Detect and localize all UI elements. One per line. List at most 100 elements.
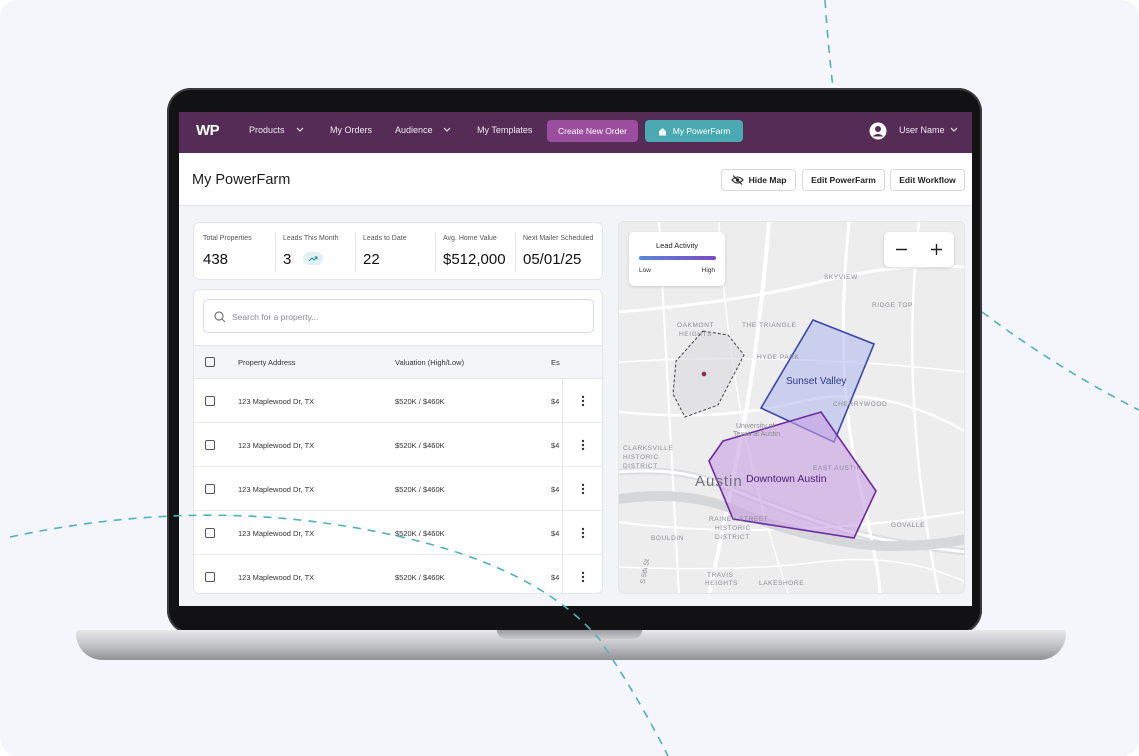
table-row: 123 Maplewood Dr, TX $520K / $460K $4 <box>194 511 602 555</box>
user-icon[interactable] <box>869 122 887 140</box>
row-checkbox[interactable] <box>205 440 215 450</box>
kebab-icon <box>581 483 585 495</box>
map-label: TRAVIS <box>707 572 734 579</box>
search-box[interactable]: Search for a property... <box>203 299 594 333</box>
map-label: HISTORIC <box>715 525 751 532</box>
chevron-icon <box>296 127 304 132</box>
table-cell: 123 Maplewood Dr, TX <box>238 441 315 450</box>
trend-icon <box>308 256 318 262</box>
user-name[interactable]: User Name <box>899 125 945 135</box>
map-label: HEIGHTS <box>679 331 713 338</box>
river <box>619 491 964 552</box>
table-row: 123 Maplewood Dr, TX $520K / $460K $4 <box>194 555 602 593</box>
farm-button[interactable]: My PowerFarm <box>645 120 743 142</box>
kebab-icon <box>581 439 585 451</box>
map-label: HYDE PARK <box>757 354 800 361</box>
home-icon <box>658 127 666 135</box>
select-all-checkbox[interactable] <box>205 357 215 367</box>
map-pin[interactable] <box>701 371 707 377</box>
map-labels: SKYVIEW RIDGE TOP OAKMONT HEIGHTS THE TRIANG… <box>619 222 964 593</box>
map-label: SKYVIEW <box>824 274 858 281</box>
table-cell: $520K / $460K <box>395 397 445 406</box>
map-label: OAKMONT <box>677 322 715 329</box>
create-order-button[interactable]: Create New Order <box>547 120 638 142</box>
map-label: CLARKSVILLE <box>623 445 674 452</box>
legend: Lead Activity Low High <box>629 232 725 286</box>
table-cell: $520K / $460K <box>395 573 445 582</box>
map-label: University of <box>736 423 775 430</box>
edit-farm-button[interactable]: Edit PowerFarm <box>802 169 885 191</box>
nav-item[interactable]: My Templates <box>477 125 533 135</box>
map-label: EAST AUSTIN <box>813 465 862 472</box>
nav-item[interactable]: Products <box>249 125 285 135</box>
legend-low: Low <box>639 267 651 274</box>
row-menu[interactable] <box>579 438 587 452</box>
button-label: Edit Workflow <box>899 175 956 185</box>
row-menu[interactable] <box>579 482 587 496</box>
column-divider <box>562 379 563 593</box>
kebab-icon <box>581 527 585 539</box>
column-header: Property Address <box>238 358 296 367</box>
row-checkbox[interactable] <box>205 572 215 582</box>
stat-value: $512,000 <box>443 251 506 268</box>
screen: WP Products My Orders Audience My Templa… <box>179 112 972 606</box>
table-cell: 123 Maplewood Dr, TX <box>238 573 315 582</box>
table-row: 123 Maplewood Dr, TX $520K / $460K $4 <box>194 423 602 467</box>
map: Lead Activity Low High SKYVIEW RIDGE TOP O… <box>618 221 965 594</box>
search-icon <box>214 311 226 323</box>
stat-divider <box>275 233 276 271</box>
map-label: RAINEY STREET <box>709 516 769 523</box>
table-header: Property Address Valuation (High/Low) Es <box>194 345 602 379</box>
zoom-out[interactable] <box>896 244 907 255</box>
farm-area[interactable] <box>708 411 877 539</box>
laptop-notch <box>497 630 642 639</box>
nav-item[interactable]: My Orders <box>330 125 373 135</box>
legend-gradient <box>639 256 716 260</box>
zoom-control <box>884 232 954 267</box>
page-title: My PowerFarm <box>192 172 291 188</box>
table-cell: $520K / $460K <box>395 529 445 538</box>
table-body: 123 Maplewood Dr, TX $520K / $460K $4 123 M… <box>194 379 602 593</box>
map-label: DISTRICT <box>715 534 750 541</box>
chevron-icon <box>443 127 451 132</box>
table-cell: $4 <box>551 529 560 538</box>
hide-map-button[interactable]: Hide Map <box>721 169 796 191</box>
nav-item[interactable]: Audience <box>395 125 433 135</box>
column-header: Es <box>551 358 560 367</box>
map-label: BOULDIN <box>651 535 685 542</box>
row-checkbox[interactable] <box>205 484 215 494</box>
button-label: Hide Map <box>748 175 787 185</box>
table-cell: 123 Maplewood Dr, TX <box>238 397 315 406</box>
table-cell: $4 <box>551 573 560 582</box>
stat-label: Leads to Date <box>363 235 407 242</box>
stat-divider <box>435 233 436 271</box>
search-placeholder: Search for a property... <box>232 312 319 322</box>
table-cell: $4 <box>551 441 560 450</box>
map-label: HEIGHTS <box>705 580 739 587</box>
edit-workflow-button[interactable]: Edit Workflow <box>890 169 965 191</box>
kebab-icon <box>581 571 585 583</box>
map-label: Sunset Valley <box>786 376 847 387</box>
map-label: GOVALLE <box>891 522 926 529</box>
map-label: Downtown Austin <box>746 473 827 485</box>
button-label: Create New Order <box>558 126 627 136</box>
stat-value: 3 <box>283 251 292 268</box>
logo[interactable]: WP <box>196 122 220 139</box>
row-checkbox[interactable] <box>205 396 215 406</box>
zoom-in[interactable] <box>931 244 942 255</box>
stat-value: 05/01/25 <box>523 251 582 268</box>
stat-value: 22 <box>363 251 380 268</box>
map-label: THE TRIANGLE <box>742 322 797 329</box>
map-canvas <box>619 222 964 593</box>
row-menu[interactable] <box>579 570 587 584</box>
table-cell: $4 <box>551 397 560 406</box>
row-menu[interactable] <box>579 526 587 540</box>
table-cell: $4 <box>551 485 560 494</box>
draft-area[interactable] <box>672 330 745 418</box>
row-checkbox[interactable] <box>205 528 215 538</box>
map-label: CHERRYWOOD <box>833 401 888 408</box>
row-menu[interactable] <box>579 394 587 408</box>
page-header: My PowerFarm Hide Map Edit PowerFarm Edi… <box>179 153 972 206</box>
map-label: HISTORIC <box>623 454 659 461</box>
